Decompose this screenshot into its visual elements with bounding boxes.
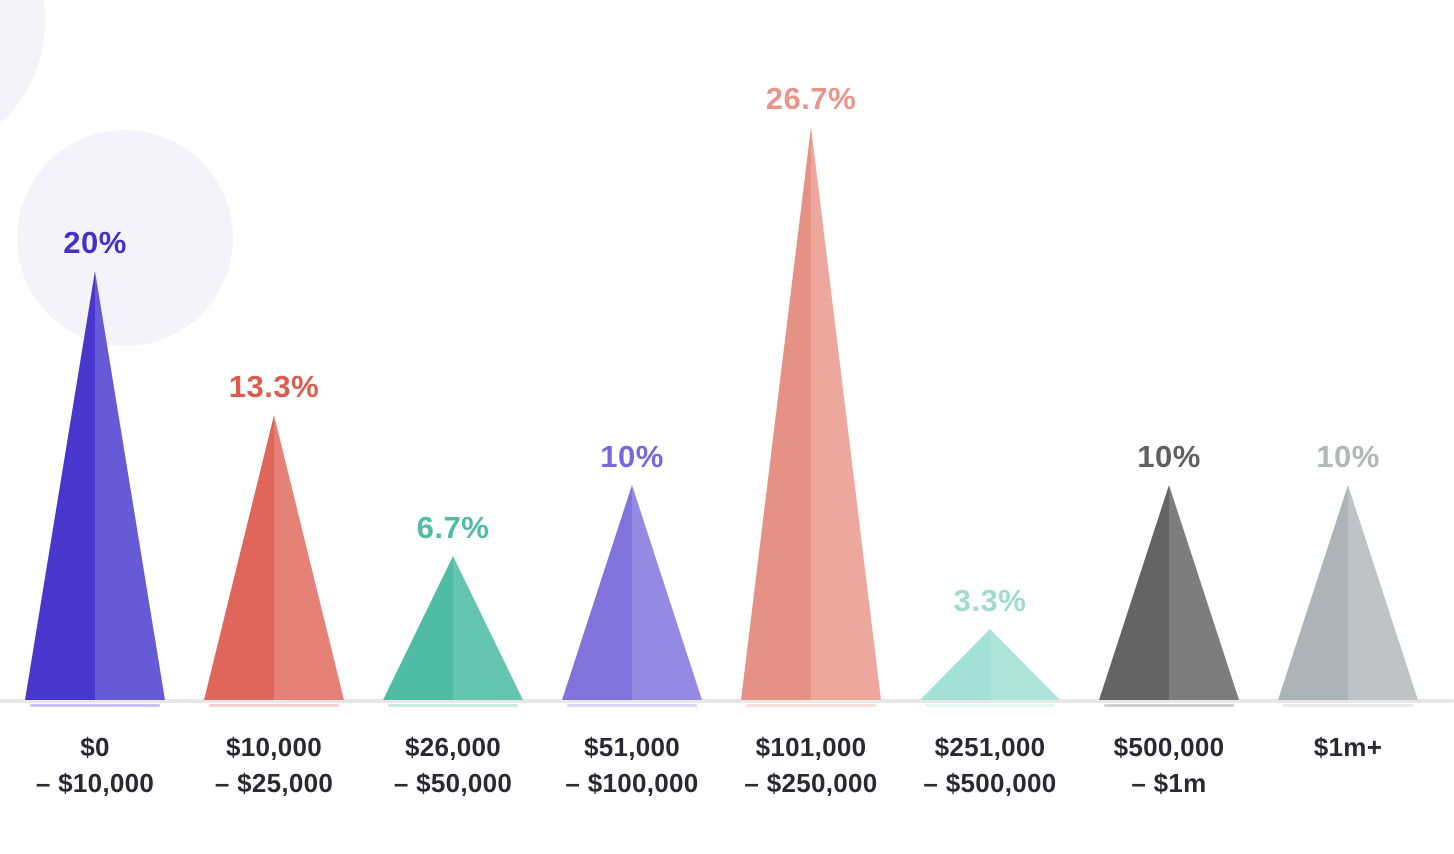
value-label: 20%	[63, 225, 127, 260]
triangle-right-half	[990, 629, 1060, 700]
triangle-left-half	[1278, 485, 1348, 700]
triangle-column-1m-plus: 10%	[1278, 439, 1418, 707]
category-label: $251,000 – $500,000	[860, 729, 1120, 801]
triangle-shape	[383, 556, 523, 700]
triangle-left-half	[25, 271, 95, 700]
category-line2: – $500,000	[923, 768, 1057, 798]
category-label: $10,000 – $25,000	[144, 729, 404, 801]
triangle-left-half	[383, 556, 453, 700]
triangle-shape	[1099, 485, 1239, 700]
triangle-shape	[741, 127, 881, 700]
triangle-base-shadow	[567, 704, 697, 707]
category-line2: – $1m	[1131, 768, 1207, 798]
triangle-left-half	[562, 485, 632, 700]
value-label: 13.3%	[228, 369, 320, 404]
category-label: $0 – $10,000	[0, 729, 225, 801]
category-line2: – $250,000	[744, 768, 878, 798]
triangle-shape	[1278, 485, 1418, 700]
triangle-base-shadow	[209, 704, 339, 707]
triangle-column-10000-25000: 13.3%	[204, 369, 344, 707]
triangle-column-500000-1m: 10%	[1099, 439, 1239, 707]
value-label: 26.7%	[765, 81, 857, 116]
triangle-left-half	[920, 629, 990, 700]
triangle-column-26000-50000: 6.7%	[383, 510, 523, 707]
category-line2: – $100,000	[565, 768, 699, 798]
category-label: $101,000 – $250,000	[681, 729, 941, 801]
category-line2: – $10,000	[35, 768, 155, 798]
triangle-right-half	[1169, 485, 1239, 700]
triangle-shape	[204, 415, 344, 700]
triangle-base-shadow	[388, 704, 518, 707]
triangle-column-101000-250000: 26.7%	[741, 81, 881, 707]
triangle-left-half	[204, 415, 274, 700]
triangle-right-half	[95, 271, 165, 700]
triangle-right-half	[1348, 485, 1418, 700]
category-line1: $10,000	[225, 732, 323, 762]
category-line1: $251,000	[934, 732, 1046, 762]
chart-baseline	[0, 699, 1454, 703]
triangle-base-shadow	[746, 704, 876, 707]
category-line2: – $25,000	[214, 768, 334, 798]
triangle-left-half	[1099, 485, 1169, 700]
category-line1: $1m+	[1313, 732, 1383, 762]
value-label: 3.3%	[953, 583, 1027, 618]
triangle-column-51000-100000: 10%	[562, 439, 702, 707]
category-line2: – $50,000	[393, 768, 513, 798]
triangle-right-half	[453, 556, 523, 700]
decorative-circle-top-left	[0, 0, 45, 165]
triangle-shape	[920, 629, 1060, 700]
category-label: $26,000 – $50,000	[323, 729, 583, 801]
triangle-right-half	[632, 485, 702, 700]
value-label: 6.7%	[416, 510, 490, 545]
category-line1: $500,000	[1113, 732, 1225, 762]
decorative-circle-behind-first-peak	[17, 130, 233, 346]
category-label: $51,000 – $100,000	[502, 729, 762, 801]
triangle-column-251000-500000: 3.3%	[920, 583, 1060, 707]
triangle-base-shadow	[30, 704, 160, 707]
value-label: 10%	[1316, 439, 1380, 474]
triangle-base-shadow	[925, 704, 1055, 707]
triangle-base-shadow	[1283, 704, 1413, 707]
triangle-right-half	[811, 127, 881, 700]
category-line1: $0	[80, 732, 110, 762]
category-line1: $101,000	[755, 732, 867, 762]
triangle-right-half	[274, 415, 344, 700]
triangle-left-half	[741, 127, 811, 700]
category-label: $1m+	[1218, 729, 1454, 765]
triangle-column-0-10000: 20%	[25, 225, 165, 707]
triangle-shape	[562, 485, 702, 700]
value-label: 10%	[1137, 439, 1201, 474]
category-line1: $51,000	[583, 732, 681, 762]
triangle-shape	[25, 271, 165, 700]
category-line1: $26,000	[404, 732, 502, 762]
category-label: $500,000 – $1m	[1039, 729, 1299, 801]
value-label: 10%	[600, 439, 664, 474]
triangle-base-shadow	[1104, 704, 1234, 707]
